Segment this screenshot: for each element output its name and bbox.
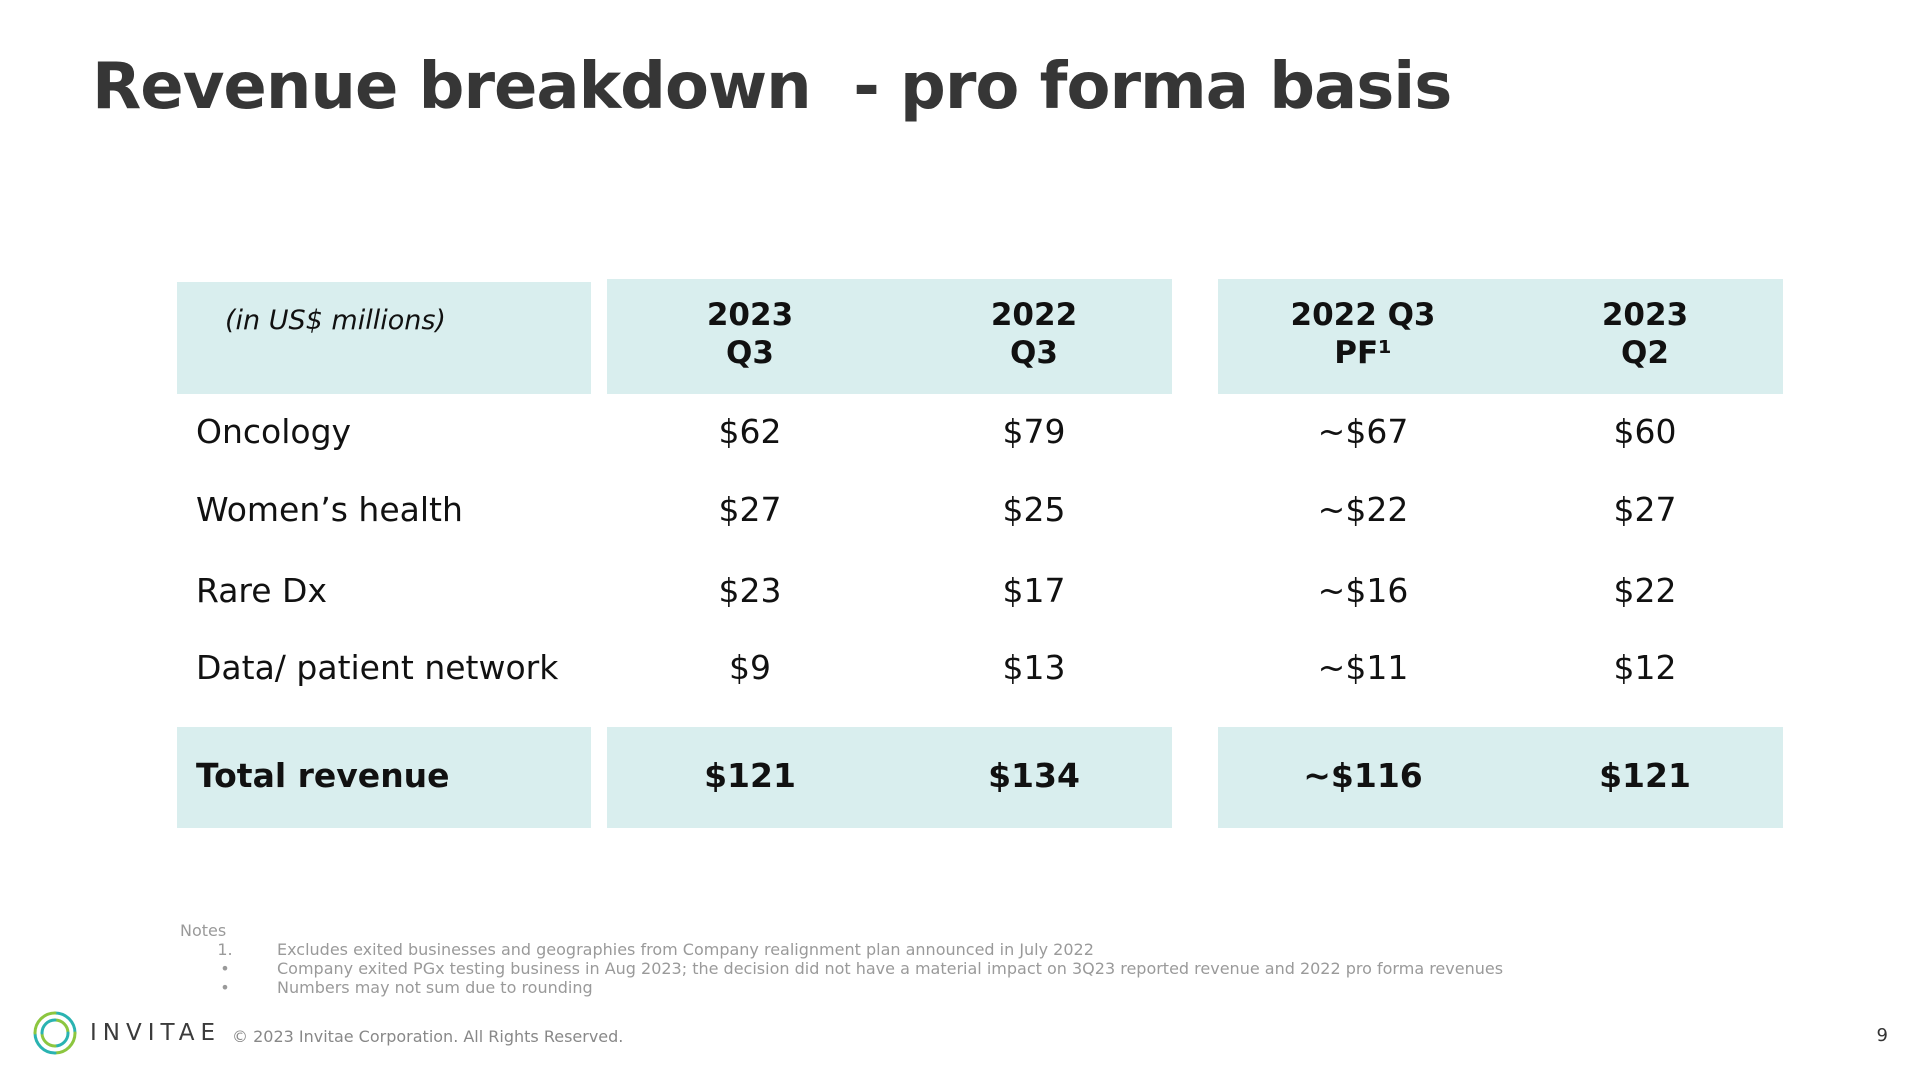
total-label: Total revenue [196, 756, 450, 795]
total-band-label [177, 727, 591, 828]
column-header-line2: PF¹ [1334, 335, 1392, 371]
table-cell: ~$11 [1317, 648, 1409, 687]
header-band-label [177, 282, 591, 394]
invitae-logo-icon [33, 1011, 77, 1055]
copyright: © 2023 Invitae Corporation. All Rights R… [232, 1027, 624, 1046]
column-header-line2: Q3 [1010, 335, 1058, 371]
note-text: Numbers may not sum due to rounding [277, 978, 593, 997]
note-marker: • [220, 978, 230, 997]
note-marker: • [220, 959, 230, 978]
total-cell: $134 [988, 756, 1080, 795]
column-header-line1: 2023 [1601, 297, 1689, 333]
table-cell: $27 [718, 490, 782, 529]
table-cell: $60 [1613, 412, 1677, 451]
header-band-group1 [607, 279, 1172, 394]
note-text: Excludes exited businesses and geographi… [277, 940, 1094, 959]
row-label: Rare Dx [196, 571, 328, 610]
table-cell: ~$22 [1317, 490, 1409, 529]
total-cell: $121 [1599, 756, 1691, 795]
table-cell: $22 [1613, 571, 1677, 610]
column-header: 2022 Q3 PF¹ [1243, 296, 1483, 372]
table-cell: ~$67 [1317, 412, 1409, 451]
table-cell: $79 [1002, 412, 1066, 451]
row-label: Data/ patient network [196, 648, 559, 687]
table-cell: $9 [729, 648, 771, 687]
column-header-line1: 2023 [706, 297, 794, 333]
table-cell: $25 [1002, 490, 1066, 529]
column-header-line2: Q2 [1621, 335, 1669, 371]
table-cell: $12 [1613, 648, 1677, 687]
table-cell: ~$16 [1317, 571, 1409, 610]
column-header: 2023 Q2 [1525, 296, 1765, 372]
notes-heading: Notes [180, 921, 227, 940]
total-band-group1 [607, 727, 1172, 828]
table-cell: $62 [718, 412, 782, 451]
note-text: Company exited PGx testing business in A… [277, 959, 1504, 978]
row-label: Women’s health [196, 490, 463, 529]
note-marker: 1. [217, 940, 233, 959]
column-header: 2023 Q3 [630, 296, 870, 372]
header-band-group2 [1218, 279, 1783, 394]
total-cell: ~$116 [1303, 756, 1423, 795]
table-cell: $17 [1002, 571, 1066, 610]
table-cell: $13 [1002, 648, 1066, 687]
page-title: Revenue breakdown - pro forma basis [92, 50, 1452, 124]
page-number: 9 [1876, 1025, 1888, 1046]
table-cell: $27 [1613, 490, 1677, 529]
row-label: Oncology [196, 412, 352, 451]
column-header-line2: Q3 [726, 335, 774, 371]
column-header: 2022 Q3 [914, 296, 1154, 372]
brand-name: INVITAE [90, 1020, 222, 1046]
total-cell: $121 [704, 756, 796, 795]
table-cell: $23 [718, 571, 782, 610]
column-header-line1: 2022 Q3 [1290, 297, 1436, 333]
column-header-line1: 2022 [990, 297, 1078, 333]
unit-label: (in US$ millions) [225, 305, 446, 336]
total-band-group2 [1218, 727, 1783, 828]
